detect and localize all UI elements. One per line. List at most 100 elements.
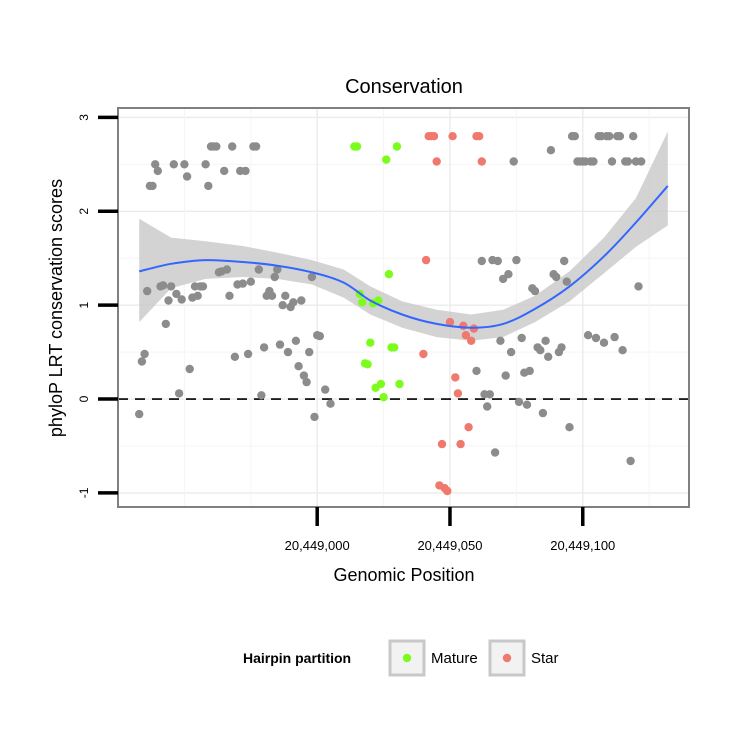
point-other [501,371,510,380]
point-other [525,366,534,376]
point-other [607,157,617,166]
point-other [220,166,229,176]
point-other [254,265,263,274]
point-other [267,291,277,300]
point-mature [363,360,372,369]
point-other [177,295,186,304]
point-other [591,333,601,343]
y-tick-label: 2 [77,208,91,215]
point-other [135,409,144,419]
point-other [172,289,181,299]
point-other [238,279,247,288]
point-other [565,423,574,432]
point-other [623,157,633,166]
point-other [275,340,285,349]
point-other [198,282,208,291]
point-other [137,357,147,366]
point-other [496,336,505,345]
legend: Hairpin partition Mature Star [243,639,559,677]
point-other [605,132,614,141]
point-other [164,296,173,305]
point-other [230,352,240,361]
point-other [557,343,566,352]
point-star [448,132,457,141]
point-other [490,448,500,457]
point-star [456,439,465,449]
point-other [273,265,282,274]
point-star [419,349,428,359]
chart-title: Conservation [345,76,463,98]
point-other [637,157,646,166]
point-other [615,132,625,141]
legend-label: Star [531,650,559,667]
point-other [270,272,279,282]
point-other [541,336,550,345]
point-other [321,385,330,394]
point-mature [390,343,399,352]
point-other [583,331,593,340]
point-other [305,347,314,357]
legend-key-dot [502,653,512,663]
point-other [281,291,290,300]
point-star [464,423,473,432]
point-other [180,160,189,169]
point-other [552,272,561,282]
point-other [517,333,526,343]
panel-border [117,107,690,508]
point-other [626,456,635,466]
point-star [451,373,460,382]
point-other [185,364,194,374]
point-other [302,377,311,387]
x-axis-label: Genomic Position [333,565,474,585]
point-other [201,160,210,169]
point-star [437,439,447,449]
y-tick-label: 3 [77,114,91,121]
point-other [153,166,162,176]
point-other [297,296,306,305]
point-other [148,181,157,191]
point-other [174,389,184,398]
point-other [512,255,521,265]
point-other [161,319,170,329]
point-other [222,265,232,274]
point-mature [395,379,404,389]
y-tick-label: 0 [77,395,91,402]
x-tick-label: 20,449,050 [417,538,482,553]
point-star [429,132,439,141]
point-mature [379,393,388,402]
point-star [461,331,471,340]
point-other [193,291,202,300]
smooth-curve [138,185,669,329]
point-other [634,282,643,291]
point-other [169,160,178,169]
point-star [475,132,484,141]
point-other [291,336,301,345]
point-other [560,256,569,266]
point-other [212,142,221,151]
point-other [570,132,579,141]
point-other [299,371,309,380]
point-other [158,281,168,290]
point-other [257,391,266,400]
point-other [326,399,335,408]
point-other [589,157,598,166]
point-other [544,352,553,361]
x-tick-label: 20,449,100 [550,538,615,553]
point-other [182,172,192,181]
point-other [509,157,518,166]
legend-label: Mature [431,650,478,667]
y-axis: -1 0 1 2 3 [77,114,118,498]
point-other [536,346,545,355]
point-star [421,255,431,265]
point-star [445,317,455,327]
point-other [506,347,516,357]
point-other [241,166,250,176]
point-other [283,347,293,357]
point-other [538,408,548,418]
y-axis-label: phyloP LRT conservation scores [46,179,66,437]
point-mature [384,270,394,279]
legend-title: Hairpin partition [243,650,351,666]
point-other [472,366,481,376]
point-star [477,157,486,166]
